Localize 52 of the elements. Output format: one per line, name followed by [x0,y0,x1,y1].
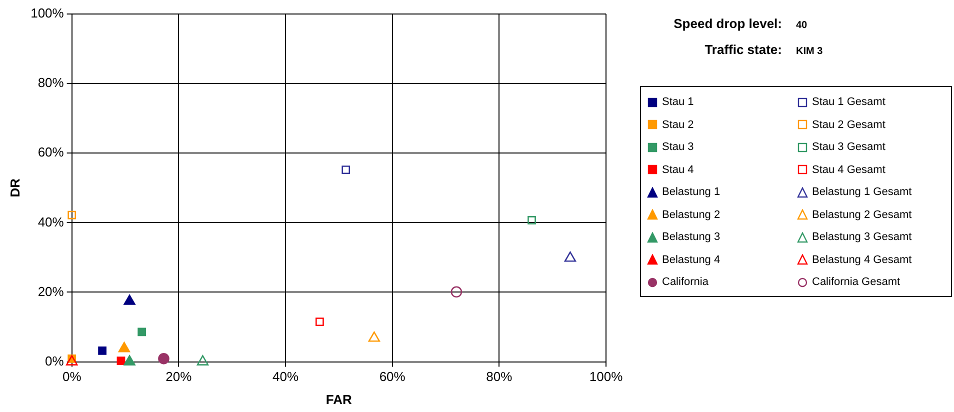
legend-label: Belastung 3 [662,231,720,244]
point [564,252,576,262]
point [124,355,136,366]
legend-label: Belastung 4 [662,254,720,266]
y-tick-label: 0% [45,353,64,368]
x-axis-title: FAR [326,392,353,407]
legend-label: Belastung 4 Gesamt [812,254,912,266]
legend-label: California [662,276,708,288]
text: Traffic state: [704,42,782,57]
legend-label: Stau 4 [662,164,694,176]
point [66,355,78,366]
point [528,216,536,224]
x-tick-label: 100% [589,369,624,384]
point [196,355,209,366]
point [316,318,324,326]
legend-label: Belastung 2 Gesamt [812,208,912,221]
x-tick-label: 40% [272,369,299,384]
y-axis-title: DR [7,178,22,198]
text: KIM 3 [796,46,823,57]
legend-label: Stau 2 Gesamt [812,118,886,131]
legend-label: California Gesamt [812,276,900,288]
point [124,294,136,305]
x-tick-label: 60% [379,369,406,384]
y-tick-label: 40% [38,214,64,230]
x-tick-label: 20% [166,369,192,384]
point [68,210,76,220]
x-tick-label: 80% [486,369,513,384]
legend-label: Belastung 1 Gesamt [812,186,912,198]
point [116,356,126,365]
legend-label: Stau 1 Gesamt [812,96,886,108]
legend-label: Stau 1 [662,96,694,108]
y-tick-label: 20% [38,284,64,299]
point [158,353,170,364]
point [98,346,106,355]
point [368,332,380,342]
legend-label: Belastung 1 [662,186,720,198]
legend-label: Stau 4 Gesamt [812,164,886,176]
text: Speed drop level: [672,16,782,31]
point [342,166,350,174]
x-tick-label: 0% [62,369,82,384]
point [118,342,130,352]
legend-label: Stau 2 [662,118,694,131]
text: 40 [796,20,808,31]
point [450,286,462,298]
legend-label: Belastung 2 [662,208,720,221]
y-tick-label: 60% [38,144,64,160]
legend-label: Stau 3 [662,141,694,154]
legend-label: Belastung 3 Gesamt [812,231,912,244]
legend-label: Stau 3 Gesamt [812,141,886,154]
y-tick-label: 80% [38,75,64,90]
y-tick-label: 100% [30,6,64,21]
point [138,328,146,336]
